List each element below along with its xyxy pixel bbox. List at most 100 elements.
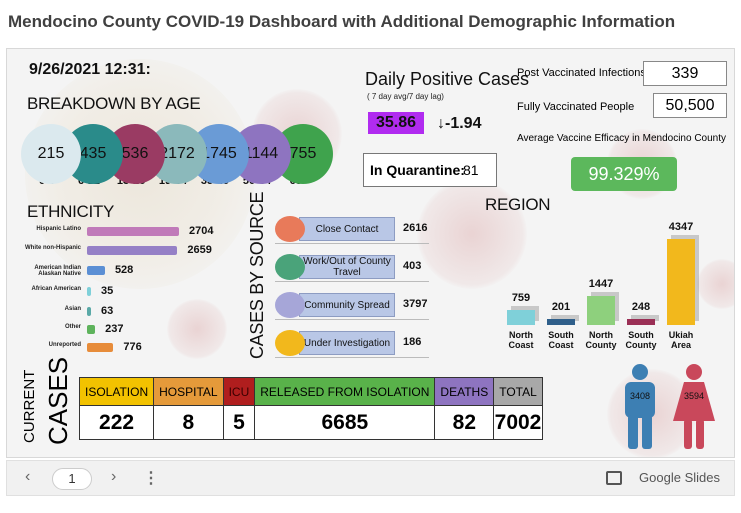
source-label: Work/Out of County Travel xyxy=(299,255,395,279)
ethnicity-label: Hispanic Latino xyxy=(36,226,81,232)
ethnicity-bar xyxy=(87,246,178,255)
quarantine-value: 81 xyxy=(463,162,479,178)
ethnicity-value: 35 xyxy=(101,285,114,297)
ethnicity-value: 2659 xyxy=(187,244,212,256)
male-count: 3408 xyxy=(629,391,651,401)
status-column-value: 6685 xyxy=(254,405,436,440)
region-label: North County xyxy=(585,330,617,350)
current-heading-line2: CASES xyxy=(43,356,73,445)
post-vaccinated-label: Post Vaccinated Infections xyxy=(517,67,646,79)
status-column-header: ISOLATION xyxy=(78,377,155,406)
ethnicity-value: 776 xyxy=(123,341,142,353)
region-value: 1447 xyxy=(588,278,614,291)
status-column-header: ICU xyxy=(222,377,256,406)
ethnicity-value: 63 xyxy=(101,305,114,317)
next-slide-icon[interactable]: › xyxy=(111,468,117,485)
dashboard-slide: 9/26/2021 12:31: BREAKDOWN BY AGE 2150-5… xyxy=(6,48,735,458)
virus-graphic xyxy=(167,299,227,359)
region-value: 759 xyxy=(511,291,531,304)
ethnicity-label: African American xyxy=(31,286,81,292)
source-icon xyxy=(275,330,305,356)
current-heading-line1: CURRENT xyxy=(21,369,38,443)
region-bar xyxy=(667,239,695,325)
ethnicity-label: Asian xyxy=(64,306,81,312)
region-bar xyxy=(547,319,575,325)
ethnicity-value: 237 xyxy=(105,323,124,335)
region-value: 248 xyxy=(631,301,651,313)
region-label: North Coast xyxy=(508,330,534,350)
daily-positive-subtitle: ( 7 day avg/7 day lag) xyxy=(367,92,444,101)
efficacy-label: Average Vaccine Efficacy in Mendocino Co… xyxy=(517,133,727,144)
last-updated: 9/26/2021 12:31: xyxy=(29,61,151,78)
region-value: 201 xyxy=(551,301,571,313)
source-icon xyxy=(275,292,305,318)
ethnicity-value: 2704 xyxy=(189,225,214,237)
current-cases-table: ISOLATION HOSPITAL ICU RELEASED FROM ISOLAT… xyxy=(78,377,543,440)
status-column-header: HOSPITAL xyxy=(153,377,224,406)
daily-positive-change: ↓-1.94 xyxy=(437,115,482,132)
quarantine-label: In Quarantine: xyxy=(370,162,465,178)
slides-toolbar: ‹ 1 › ⋮ Google Slides xyxy=(6,460,735,496)
daily-positive-value: 35.86 xyxy=(368,112,424,134)
status-column-header: RELEASED FROM ISOLATION xyxy=(254,377,436,406)
quarantine-box: In Quarantine: 81 xyxy=(363,153,497,187)
region-label: South Coast xyxy=(548,330,574,350)
ethnicity-bar xyxy=(87,325,96,334)
source-label: Under Investigation xyxy=(299,331,395,355)
page-number-field[interactable]: 1 xyxy=(52,468,92,490)
efficacy-value: 99.329% xyxy=(571,157,677,191)
source-icon xyxy=(275,216,305,242)
more-options-icon[interactable]: ⋮ xyxy=(143,470,159,487)
ethnicity-heading: ETHNICITY xyxy=(27,202,115,221)
age-circle: 215 xyxy=(21,124,81,184)
ethnicity-label: Unreported xyxy=(48,342,81,348)
ethnicity-label: White non-Hispanic xyxy=(25,245,81,251)
source-row: Under Investigation 186 xyxy=(275,327,429,358)
region-bar xyxy=(507,309,535,325)
ethnicity-label: American Indian Alaskan Native xyxy=(34,265,81,277)
daily-positive-title: Daily Positive Cases xyxy=(365,69,530,89)
status-column-value: 82 xyxy=(434,405,495,440)
region-bar xyxy=(587,296,615,325)
post-vaccinated-value: 339 xyxy=(643,61,727,86)
source-heading: CASES BY SOURCE xyxy=(247,191,267,359)
ethnicity-bar xyxy=(87,266,105,275)
status-column-value: 222 xyxy=(78,405,155,440)
status-column-value: 5 xyxy=(222,405,256,440)
previous-slide-icon[interactable]: ‹ xyxy=(25,468,31,485)
status-column-value: 8 xyxy=(153,405,224,440)
source-icon xyxy=(275,254,305,280)
page-title: Mendocino County COVID-19 Dashboard with… xyxy=(8,12,676,31)
source-value: 2616 xyxy=(403,222,428,234)
ethnicity-value: 528 xyxy=(114,264,134,276)
region-label: South County xyxy=(625,330,657,350)
source-value: 3797 xyxy=(403,298,428,310)
fully-vaccinated-value: 50,500 xyxy=(653,93,727,118)
source-label: Close Contact xyxy=(299,217,395,241)
google-slides-logo-icon xyxy=(606,471,622,485)
region-bar xyxy=(627,319,655,325)
age-heading: BREAKDOWN BY AGE xyxy=(27,94,201,113)
ethnicity-bar xyxy=(87,307,91,316)
ethnicity-bar xyxy=(87,227,179,236)
google-slides-brand[interactable]: Google Slides xyxy=(639,470,720,485)
virus-graphic xyxy=(697,259,734,309)
male-figure-icon xyxy=(625,364,655,449)
female-figure-icon xyxy=(673,364,715,449)
region-label: Ukiah Area xyxy=(668,330,694,350)
source-row: Community Spread 3797 xyxy=(275,289,429,320)
source-value: 403 xyxy=(403,260,422,272)
region-heading: REGION xyxy=(485,195,551,214)
virus-graphic xyxy=(417,179,527,289)
source-row: Work/Out of County Travel 403 xyxy=(275,251,429,282)
status-column-header: DEATHS xyxy=(434,377,495,406)
ethnicity-bar xyxy=(87,287,91,296)
status-column-value: 7002 xyxy=(493,405,543,440)
status-column-header: TOTAL xyxy=(493,377,543,406)
ethnicity-label: Other xyxy=(64,324,81,330)
region-value: 4347 xyxy=(668,221,694,233)
ethnicity-bar xyxy=(87,343,114,352)
fully-vaccinated-label: Fully Vaccinated People xyxy=(517,101,635,113)
source-label: Community Spread xyxy=(299,293,395,317)
source-value: 186 xyxy=(403,336,422,348)
